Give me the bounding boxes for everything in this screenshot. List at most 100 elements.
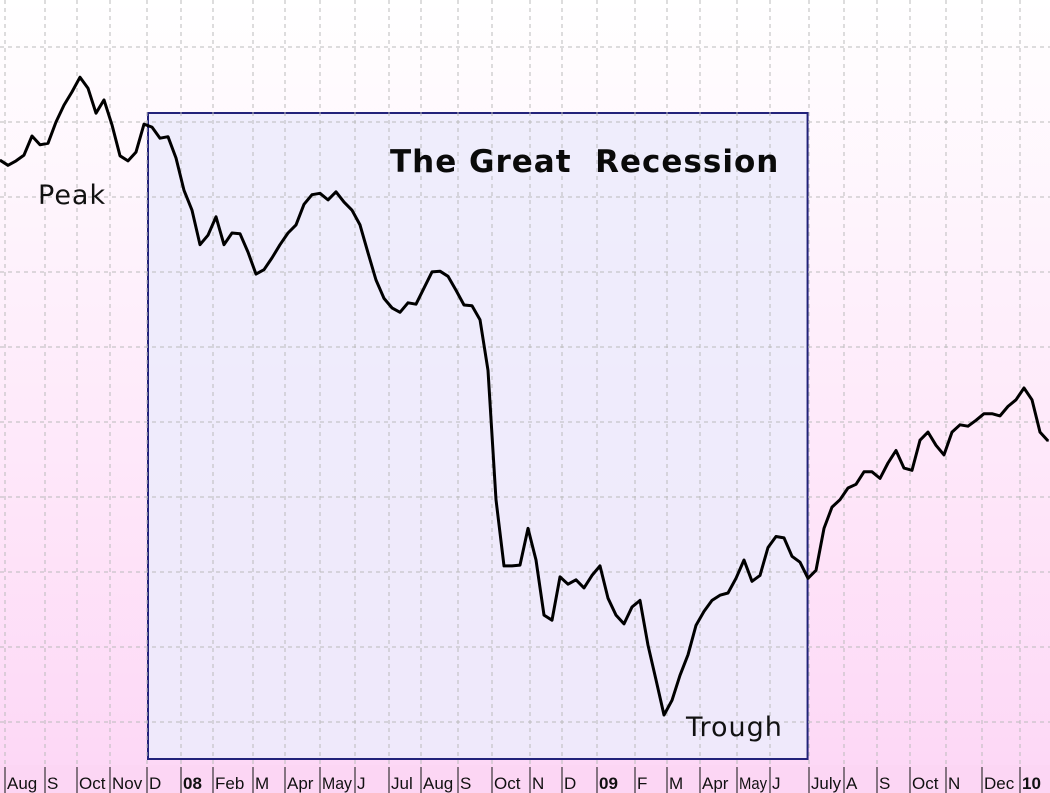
data-point bbox=[551, 619, 553, 621]
data-point bbox=[559, 576, 561, 578]
data-point bbox=[319, 192, 321, 195]
data-point bbox=[327, 199, 329, 201]
data-point bbox=[535, 559, 537, 561]
data-point bbox=[999, 415, 1001, 417]
data-point bbox=[799, 561, 801, 563]
data-point bbox=[887, 462, 889, 464]
x-tick-label: 08 bbox=[183, 774, 202, 793]
data-point bbox=[271, 257, 273, 259]
data-point bbox=[175, 157, 177, 159]
x-tick-label: S bbox=[47, 774, 58, 793]
data-point bbox=[7, 164, 9, 167]
data-point bbox=[895, 449, 897, 452]
data-point bbox=[975, 419, 977, 422]
x-tick-label: S bbox=[460, 774, 471, 793]
data-point bbox=[727, 592, 729, 594]
data-point bbox=[655, 679, 657, 681]
data-point bbox=[751, 580, 753, 583]
data-point bbox=[23, 154, 25, 156]
data-point bbox=[495, 498, 497, 501]
data-point bbox=[79, 76, 81, 78]
data-point bbox=[607, 597, 609, 599]
data-point bbox=[135, 151, 137, 153]
data-point bbox=[1015, 399, 1017, 401]
data-point bbox=[159, 137, 161, 139]
x-axis-strip bbox=[0, 765, 1050, 793]
data-point bbox=[399, 311, 401, 314]
x-tick-label: J bbox=[772, 774, 781, 793]
data-point bbox=[63, 104, 65, 106]
data-point bbox=[191, 209, 193, 211]
data-point bbox=[663, 714, 665, 716]
trough-annotation: Trough bbox=[685, 712, 783, 743]
data-point bbox=[863, 471, 865, 473]
data-point bbox=[47, 142, 49, 145]
data-point bbox=[407, 302, 409, 304]
x-tick-label: N bbox=[532, 774, 544, 793]
data-point bbox=[599, 565, 601, 567]
data-point bbox=[311, 193, 313, 196]
series-points bbox=[0, 76, 1049, 716]
data-point bbox=[647, 644, 649, 646]
data-point bbox=[983, 412, 985, 415]
data-point bbox=[919, 439, 921, 442]
data-point bbox=[487, 369, 489, 372]
data-point bbox=[511, 565, 513, 567]
x-tick-label: Nov bbox=[112, 774, 143, 793]
data-point bbox=[431, 271, 433, 273]
x-tick-label: D bbox=[149, 774, 161, 793]
data-point bbox=[967, 425, 969, 428]
data-point bbox=[375, 279, 377, 281]
x-tick-label: Jul bbox=[391, 774, 413, 793]
data-point bbox=[1007, 405, 1009, 408]
x-tick-label: 10 bbox=[1022, 774, 1041, 793]
x-tick-label: Aug bbox=[7, 774, 37, 793]
data-point bbox=[855, 483, 857, 486]
data-point bbox=[871, 471, 873, 473]
x-tick-label: Oct bbox=[494, 774, 521, 793]
data-point bbox=[447, 275, 449, 278]
data-point bbox=[303, 203, 305, 206]
data-point bbox=[247, 251, 249, 253]
x-tick-label: Apr bbox=[702, 774, 729, 793]
data-point bbox=[959, 424, 961, 426]
data-point bbox=[71, 91, 73, 93]
data-point bbox=[735, 577, 737, 580]
chart-title: The Great Recession bbox=[390, 144, 779, 180]
data-point bbox=[1047, 440, 1049, 442]
recession-shading bbox=[147, 112, 809, 760]
data-point bbox=[527, 527, 529, 530]
data-point bbox=[839, 498, 841, 501]
data-point bbox=[911, 469, 913, 472]
x-tick-label: Oct bbox=[79, 774, 106, 793]
data-point bbox=[367, 252, 369, 254]
x-tick-label: Dec bbox=[984, 774, 1015, 793]
data-point bbox=[951, 431, 953, 433]
data-point bbox=[687, 654, 689, 656]
data-point bbox=[519, 564, 521, 566]
data-point bbox=[639, 599, 641, 602]
x-axis-separators bbox=[4, 767, 1021, 793]
data-point bbox=[455, 289, 457, 292]
data-point bbox=[615, 614, 617, 616]
data-point bbox=[503, 565, 505, 567]
data-point bbox=[703, 610, 705, 613]
data-point bbox=[943, 454, 945, 456]
data-point bbox=[575, 579, 577, 581]
x-tick-label: S bbox=[879, 774, 890, 793]
grid-lines bbox=[0, 0, 1050, 765]
data-point bbox=[215, 216, 217, 218]
x-tick-label: M bbox=[255, 774, 269, 793]
data-point bbox=[295, 224, 297, 226]
data-point bbox=[207, 234, 209, 236]
x-tick-label: May bbox=[739, 774, 767, 793]
data-point bbox=[591, 574, 593, 577]
data-point bbox=[423, 287, 425, 289]
x-tick-label: Oct bbox=[912, 774, 939, 793]
data-point bbox=[239, 232, 241, 235]
data-point bbox=[0, 159, 1, 161]
data-point bbox=[711, 599, 713, 602]
x-tick-label: F bbox=[637, 774, 647, 793]
data-point bbox=[391, 307, 393, 309]
data-point bbox=[343, 201, 345, 203]
